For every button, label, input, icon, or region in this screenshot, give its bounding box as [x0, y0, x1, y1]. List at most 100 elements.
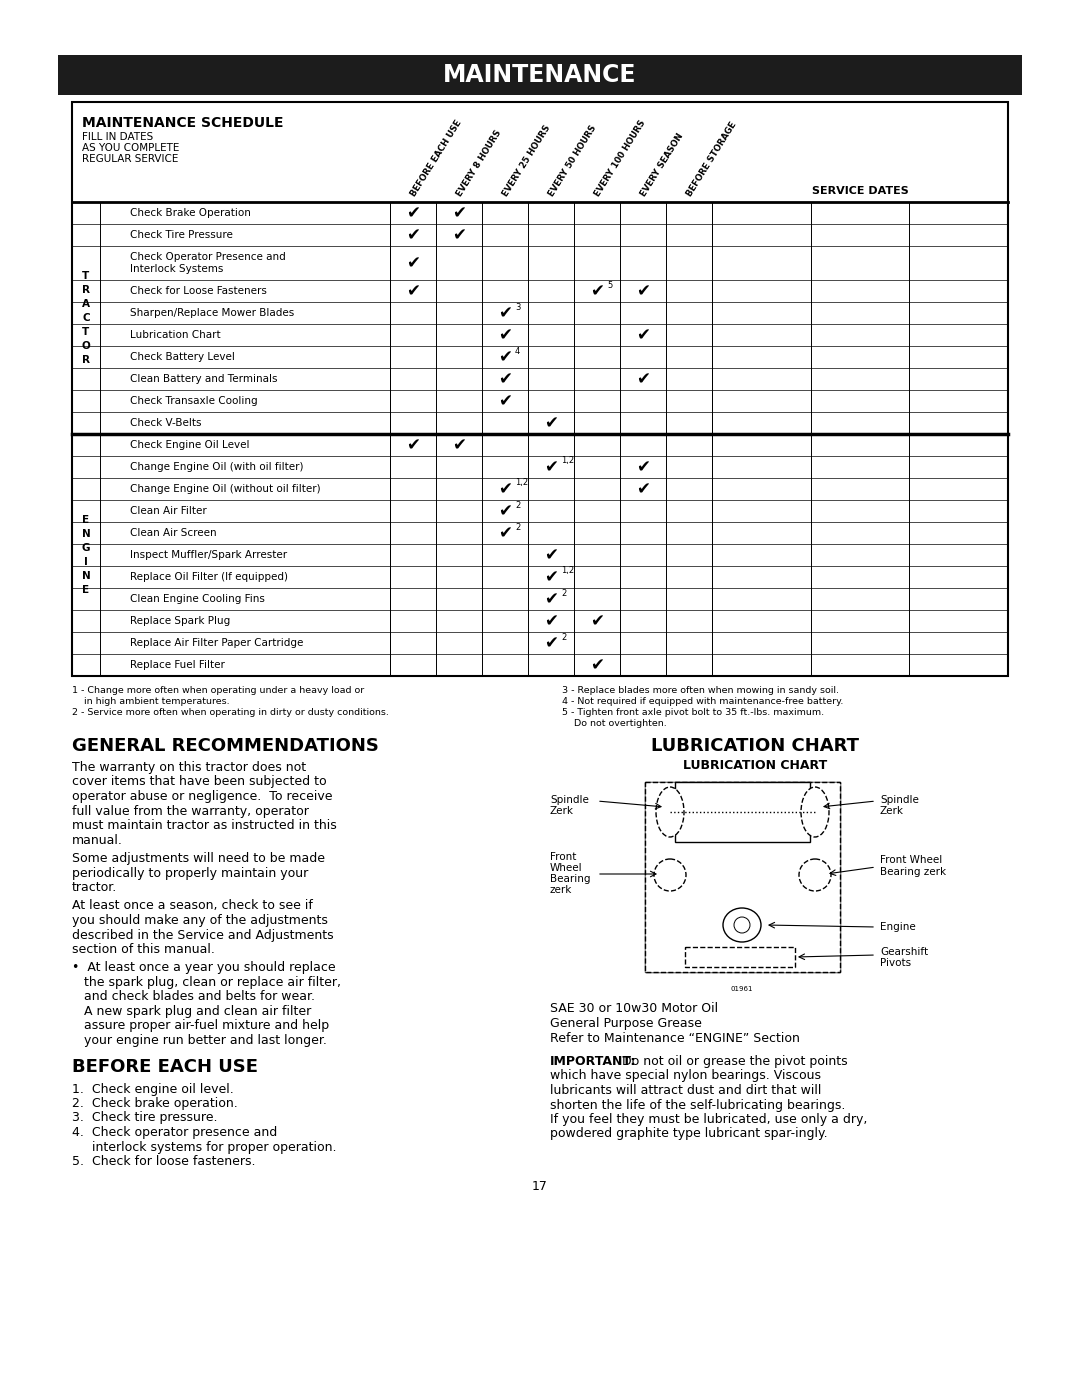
Text: ✔: ✔ [453, 204, 465, 222]
Bar [58, 54, 1022, 95]
Text: A new spark plug and clean air filter: A new spark plug and clean air filter [72, 1004, 311, 1018]
Text: ✔: ✔ [544, 634, 558, 652]
Bar [72, 102, 1008, 676]
Text: Check Engine Oil Level: Check Engine Oil Level [130, 440, 249, 450]
Text: you should make any of the adjustments: you should make any of the adjustments [72, 914, 328, 928]
Text: Do not oil or grease the pivot points: Do not oil or grease the pivot points [618, 1055, 848, 1067]
Text: Replace Spark Plug: Replace Spark Plug [130, 616, 230, 626]
Text: Check for Loose Fasteners: Check for Loose Fasteners [130, 286, 267, 296]
Bar [675, 782, 810, 842]
Text: Zerk: Zerk [550, 806, 573, 816]
Text: FILL IN DATES: FILL IN DATES [82, 131, 153, 142]
Text: Clean Air Screen: Clean Air Screen [130, 528, 217, 538]
Text: 4: 4 [515, 346, 521, 355]
Text: Check Brake Operation: Check Brake Operation [130, 208, 251, 218]
Text: MAINTENANCE: MAINTENANCE [443, 63, 637, 87]
Text: ✔: ✔ [498, 502, 512, 520]
Text: 3 - Replace blades more often when mowing in sandy soil.: 3 - Replace blades more often when mowin… [562, 686, 839, 694]
Text: ✔: ✔ [636, 282, 650, 300]
Text: 2: 2 [515, 522, 521, 531]
Text: Pivots: Pivots [880, 958, 912, 968]
Text: ✔: ✔ [544, 414, 558, 432]
Text: Spindle: Spindle [880, 795, 919, 805]
Text: 5 - Tighten front axle pivot bolt to 35 ft.-lbs. maximum.: 5 - Tighten front axle pivot bolt to 35 … [562, 708, 824, 717]
Text: 01961: 01961 [731, 986, 753, 992]
Text: T
R
A
C
T
O
R: T R A C T O R [82, 271, 91, 365]
Text: 17: 17 [532, 1179, 548, 1193]
Text: interlock systems for proper operation.: interlock systems for proper operation. [72, 1140, 337, 1154]
Text: EVERY 8 HOURS: EVERY 8 HOURS [456, 129, 503, 198]
Text: full value from the warranty, operator: full value from the warranty, operator [72, 805, 309, 817]
Text: ✔: ✔ [636, 458, 650, 476]
Text: ✔: ✔ [498, 370, 512, 388]
Text: AS YOU COMPLETE: AS YOU COMPLETE [82, 142, 179, 154]
Ellipse shape [656, 787, 684, 837]
Text: 2: 2 [561, 633, 566, 641]
Text: zerk: zerk [550, 886, 572, 895]
Text: ✔: ✔ [590, 657, 604, 673]
Text: shorten the life of the self-lubricating bearings.: shorten the life of the self-lubricating… [550, 1098, 846, 1112]
Text: Clean Air Filter: Clean Air Filter [130, 506, 206, 515]
Text: Replace Oil Filter (If equipped): Replace Oil Filter (If equipped) [130, 571, 288, 583]
Text: LUBRICATION CHART: LUBRICATION CHART [651, 738, 859, 754]
Text: ✔: ✔ [498, 481, 512, 497]
Text: Change Engine Oil (without oil filter): Change Engine Oil (without oil filter) [130, 483, 321, 495]
Text: ✔: ✔ [453, 226, 465, 244]
Text: If you feel they must be lubricated, use only a dry,: If you feel they must be lubricated, use… [550, 1113, 867, 1126]
Text: Engine: Engine [880, 922, 916, 932]
Text: cover items that have been subjected to: cover items that have been subjected to [72, 775, 326, 788]
Text: Front Wheel: Front Wheel [880, 855, 942, 865]
Text: Front: Front [550, 852, 577, 862]
Text: MAINTENANCE SCHEDULE: MAINTENANCE SCHEDULE [82, 116, 283, 130]
Text: ✔: ✔ [544, 590, 558, 608]
Text: ✔: ✔ [406, 436, 420, 454]
Text: SERVICE DATES: SERVICE DATES [812, 186, 908, 196]
Text: Change Engine Oil (with oil filter): Change Engine Oil (with oil filter) [130, 462, 303, 472]
Text: Zerk: Zerk [880, 806, 904, 816]
Text: ✔: ✔ [498, 326, 512, 344]
Text: ✔: ✔ [406, 282, 420, 300]
Ellipse shape [801, 787, 829, 837]
Text: Clean Engine Cooling Fins: Clean Engine Cooling Fins [130, 594, 265, 604]
Text: •  At least once a year you should replace: • At least once a year you should replac… [72, 961, 336, 975]
Text: ✔: ✔ [498, 305, 512, 321]
Text: 2: 2 [561, 588, 566, 598]
Text: BEFORE EACH USE: BEFORE EACH USE [72, 1059, 258, 1077]
Text: 2.  Check brake operation.: 2. Check brake operation. [72, 1097, 238, 1111]
Text: LUBRICATION CHART: LUBRICATION CHART [683, 759, 827, 773]
Text: 2: 2 [515, 500, 521, 510]
Text: assure proper air-fuel mixture and help: assure proper air-fuel mixture and help [72, 1020, 329, 1032]
Text: ✔: ✔ [544, 458, 558, 476]
Circle shape [734, 916, 750, 933]
Text: ✔: ✔ [406, 254, 420, 272]
Text: Bearing: Bearing [550, 875, 591, 884]
Text: ✔: ✔ [590, 282, 604, 300]
Circle shape [654, 859, 686, 891]
Text: 4 - Not required if equipped with maintenance-free battery.: 4 - Not required if equipped with mainte… [562, 697, 843, 705]
Text: Check V-Belts: Check V-Belts [130, 418, 202, 427]
Text: Do not overtighten.: Do not overtighten. [562, 719, 666, 728]
Text: ✔: ✔ [498, 348, 512, 366]
Text: Gearshift: Gearshift [880, 947, 928, 957]
Text: 5.  Check for loose fasteners.: 5. Check for loose fasteners. [72, 1155, 256, 1168]
Text: Replace Fuel Filter: Replace Fuel Filter [130, 659, 225, 671]
Text: section of this manual.: section of this manual. [72, 943, 215, 956]
Text: Bearing zerk: Bearing zerk [880, 868, 946, 877]
Text: REGULAR SERVICE: REGULAR SERVICE [82, 154, 178, 163]
Text: lubricants will attract dust and dirt that will: lubricants will attract dust and dirt th… [550, 1084, 822, 1097]
Text: Interlock Systems: Interlock Systems [130, 264, 224, 274]
Text: 3.  Check tire pressure.: 3. Check tire pressure. [72, 1112, 217, 1125]
Text: ✔: ✔ [636, 481, 650, 497]
Text: 1.  Check engine oil level.: 1. Check engine oil level. [72, 1083, 233, 1095]
Ellipse shape [723, 908, 761, 942]
Text: ✔: ✔ [636, 370, 650, 388]
Text: ✔: ✔ [406, 204, 420, 222]
Text: powdered graphite type lubricant spar-ingly.: powdered graphite type lubricant spar-in… [550, 1127, 827, 1140]
Text: Some adjustments will need to be made: Some adjustments will need to be made [72, 852, 325, 865]
Text: At least once a season, check to see if: At least once a season, check to see if [72, 900, 313, 912]
Bar [685, 947, 795, 967]
Text: periodically to properly maintain your: periodically to properly maintain your [72, 866, 308, 880]
Text: 1 - Change more often when operating under a heavy load or: 1 - Change more often when operating und… [72, 686, 364, 694]
Text: which have special nylon bearings. Viscous: which have special nylon bearings. Visco… [550, 1070, 821, 1083]
Text: ✔: ✔ [636, 326, 650, 344]
